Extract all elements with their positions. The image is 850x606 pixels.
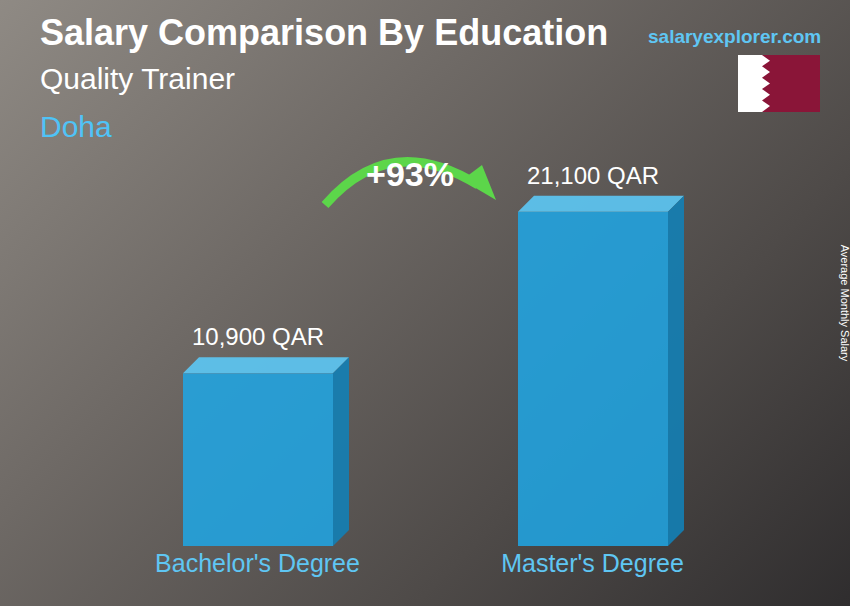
svg-text:Bachelor's Degree: Bachelor's Degree: [155, 549, 360, 577]
svg-text:21,100 QAR: 21,100 QAR: [527, 162, 659, 189]
svg-text:10,900 QAR: 10,900 QAR: [192, 323, 324, 350]
html-text:Doha: Doha: [40, 110, 112, 143]
svg-text:Master's Degree: Master's Degree: [501, 549, 684, 577]
html-text:Quality Trainer: Quality Trainer: [40, 62, 236, 95]
html-text:Salary Comparison By Education: Salary Comparison By Education: [40, 12, 609, 53]
svg-text:Average Monthly Salary: Average Monthly Salary: [839, 245, 842, 362]
html-text:salaryexplorer.com: salaryexplorer.com: [648, 26, 822, 47]
svg-text:+93%: +93%: [366, 155, 454, 193]
